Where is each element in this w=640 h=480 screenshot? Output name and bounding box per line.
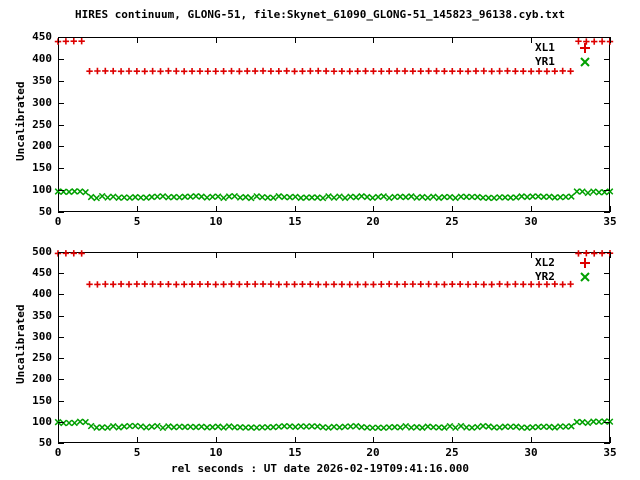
y-tick-mark	[58, 358, 64, 359]
x-tick-mark	[58, 437, 59, 443]
x-tick-mark	[531, 252, 532, 258]
y-tick-mark	[604, 379, 610, 380]
x-tick-mark	[531, 437, 532, 443]
y-tick-label: 500	[32, 245, 52, 258]
y-tick-mark	[58, 443, 64, 444]
x-tick-label: 15	[288, 446, 302, 459]
legend-item-xl2: XL2	[535, 256, 605, 270]
y-tick-mark	[58, 316, 64, 317]
x-axis-label: rel seconds : UT date 2026-02-19T09:41:1…	[170, 462, 469, 475]
x-tick-mark	[452, 252, 453, 258]
x-tick-mark	[610, 252, 611, 258]
y-tick-mark	[604, 316, 610, 317]
y-tick-label: 300	[32, 330, 52, 343]
legend-bottom: XL2 YR2	[535, 256, 605, 284]
y-tick-mark	[604, 401, 610, 402]
x-tick-label: 10	[209, 446, 223, 459]
x-tick-label: 20	[366, 446, 380, 459]
y-tick-label: 250	[32, 351, 52, 364]
x-tick-mark	[295, 437, 296, 443]
y-tick-mark	[604, 337, 610, 338]
y-tick-mark	[58, 337, 64, 338]
y-tick-mark	[58, 401, 64, 402]
x-tick-label: 25	[445, 446, 459, 459]
x-tick-mark	[373, 252, 374, 258]
legend-label-yr2: YR2	[535, 270, 555, 283]
x-tick-label: 30	[524, 446, 538, 459]
y-tick-mark	[58, 422, 64, 423]
y-tick-mark	[58, 273, 64, 274]
x-tick-mark	[216, 437, 217, 443]
x-tick-mark	[58, 252, 59, 258]
x-tick-label: 35	[603, 446, 617, 459]
x-tick-mark	[373, 437, 374, 443]
y-tick-mark	[58, 379, 64, 380]
y-tick-label: 150	[32, 394, 52, 407]
y-tick-mark	[604, 358, 610, 359]
x-tick-label: 0	[54, 446, 62, 459]
y-tick-mark	[604, 294, 610, 295]
y-tick-label: 200	[32, 372, 52, 385]
x-tick-mark	[137, 252, 138, 258]
y-tick-mark	[58, 252, 64, 253]
y-tick-mark	[58, 294, 64, 295]
x-tick-mark	[137, 437, 138, 443]
cross-marker-icon	[579, 270, 591, 284]
y-tick-mark	[604, 443, 610, 444]
x-tick-mark	[610, 437, 611, 443]
x-tick-mark	[452, 437, 453, 443]
y-tick-mark	[604, 273, 610, 274]
y-tick-label: 50	[38, 436, 52, 449]
y-tick-mark	[604, 422, 610, 423]
x-tick-mark	[216, 252, 217, 258]
y-tick-mark	[604, 252, 610, 253]
legend-item-yr2: YR2	[535, 270, 605, 284]
y-tick-label: 400	[32, 287, 52, 300]
y-tick-label: 350	[32, 309, 52, 322]
x-tick-mark	[295, 252, 296, 258]
plus-marker-icon	[579, 256, 591, 270]
y-tick-label: 450	[32, 266, 52, 279]
x-tick-label: 5	[133, 446, 141, 459]
y-tick-label: 100	[32, 415, 52, 428]
legend-label-xl2: XL2	[535, 256, 555, 269]
